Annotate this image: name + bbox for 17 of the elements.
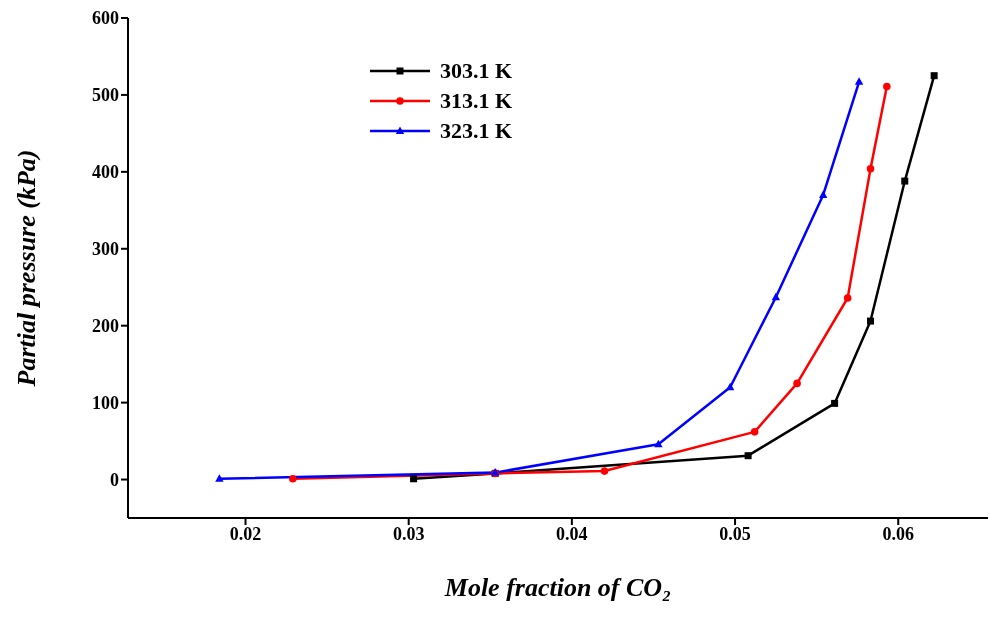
- x-tick-label: 0.05: [719, 523, 751, 544]
- y-tick-label: 400: [92, 162, 119, 183]
- y-tick-label: 200: [92, 316, 119, 337]
- x-tick-label: 0.02: [229, 523, 262, 544]
- y-tick-label: 0: [110, 469, 119, 490]
- x-tick-label: 0.06: [882, 523, 914, 544]
- legend-label: 313.1 K: [440, 88, 513, 114]
- y-axis-title: Partial pressure (kPa): [12, 149, 42, 388]
- x-axis-title: Mole fraction of CO₂: [443, 573, 672, 602]
- y-tick-label: 100: [92, 393, 119, 414]
- legend-label: 303.1 K: [440, 58, 513, 84]
- legend-label: 323.1 K: [440, 118, 513, 144]
- y-tick-label: 300: [92, 239, 119, 260]
- y-tick-label: 500: [92, 85, 119, 106]
- y-tick-label: 600: [92, 8, 119, 29]
- x-tick-label: 0.04: [556, 523, 588, 544]
- x-tick-label: 0.03: [392, 523, 425, 544]
